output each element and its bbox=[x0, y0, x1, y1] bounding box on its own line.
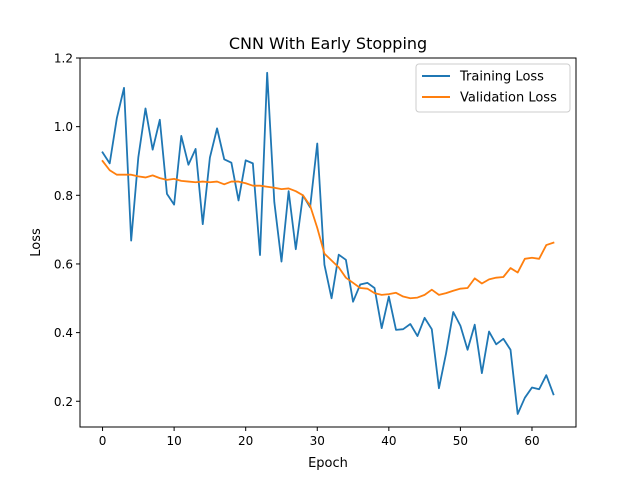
series-line-training-loss bbox=[101, 71, 555, 415]
y-tick-label: 0.6 bbox=[54, 257, 73, 271]
y-axis-ticks: 0.2 0.4 0.6 0.8 1.0 1.2 bbox=[54, 52, 80, 409]
legend-box bbox=[415, 63, 571, 113]
x-tick-label: 30 bbox=[310, 434, 325, 448]
x-tick-label: 50 bbox=[453, 434, 468, 448]
y-tick-label: 0.8 bbox=[54, 189, 73, 203]
y-tick-label: 1.0 bbox=[54, 120, 73, 134]
x-tick-label: 10 bbox=[166, 434, 181, 448]
legend: Training Loss Validation Loss bbox=[415, 63, 571, 113]
series-lines bbox=[101, 71, 555, 415]
plot-area bbox=[80, 58, 576, 427]
x-axis-ticks: 0 10 20 30 40 50 60 bbox=[99, 427, 540, 448]
chart-title: CNN With Early Stopping bbox=[229, 34, 427, 53]
legend-label-training: Training Loss bbox=[459, 70, 544, 85]
series-line-validation-loss bbox=[101, 159, 555, 300]
y-tick-label: 0.4 bbox=[54, 326, 73, 340]
y-tick-label: 1.2 bbox=[54, 52, 73, 66]
x-tick-label: 40 bbox=[381, 434, 396, 448]
x-tick-label: 60 bbox=[524, 434, 539, 448]
x-tick-label: 0 bbox=[99, 434, 107, 448]
y-axis-label: Loss bbox=[29, 228, 44, 257]
plot-frame bbox=[79, 57, 577, 428]
y-tick-label: 0.2 bbox=[54, 395, 73, 409]
x-tick-label: 20 bbox=[238, 434, 253, 448]
legend-label-validation: Validation Loss bbox=[460, 91, 557, 106]
x-axis-label: Epoch bbox=[308, 456, 348, 471]
